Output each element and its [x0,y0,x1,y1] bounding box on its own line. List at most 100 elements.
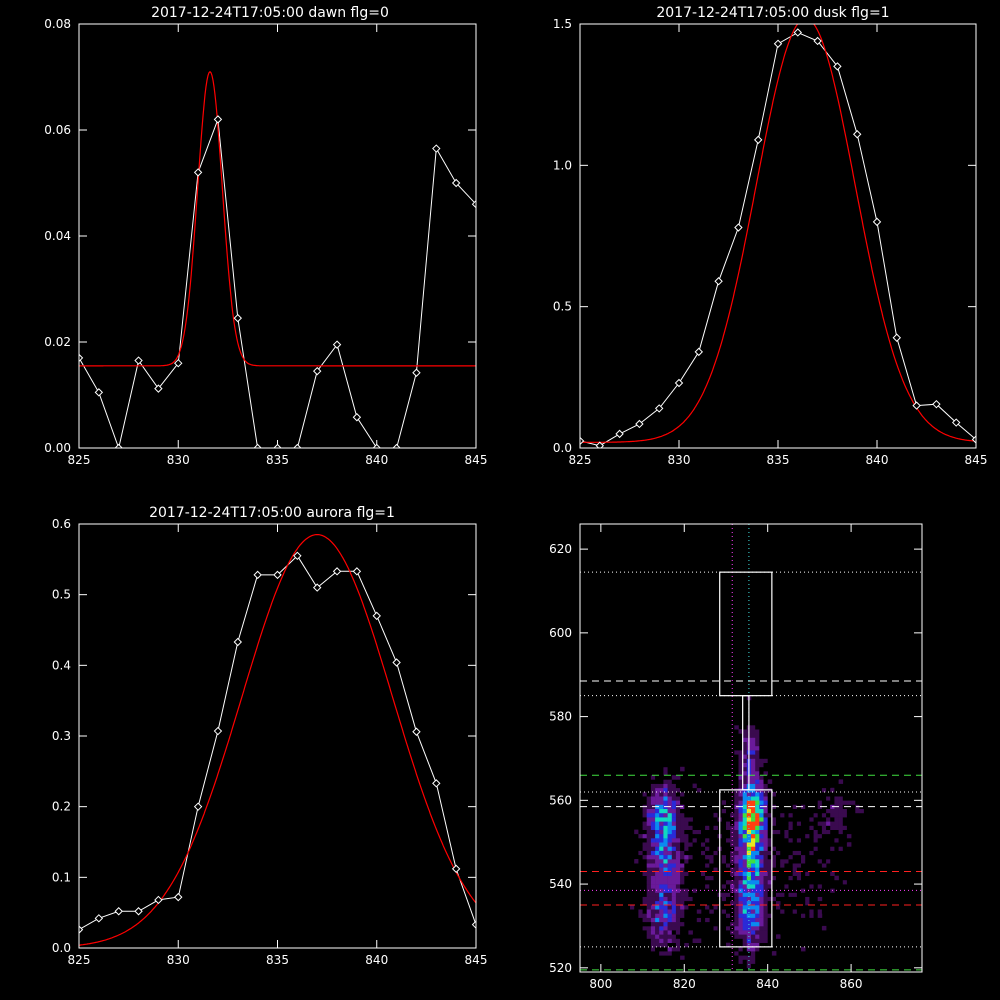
heatmap-cell [621,528,627,533]
heatmap-cell [792,875,798,881]
heatmap-cell [680,796,685,801]
heatmap-cell [730,632,735,638]
heatmap-cell [792,859,798,864]
heatmap-cell [684,921,689,927]
heatmap-cell [909,649,914,655]
heatmap-cell [780,909,785,914]
heatmap-cell [913,553,919,558]
heatmap-cell [763,762,768,768]
heatmap-cell [813,854,819,860]
heatmap-cell [855,532,860,537]
heatmap-cell [817,762,823,768]
heatmap-cell [821,925,827,931]
heatmap-cell [684,729,689,734]
heatmap-cell [592,758,597,763]
heatmap-cell [788,544,793,550]
heatmap-cell [613,905,618,910]
heatmap-cell [738,796,743,801]
heatmap-cell [701,879,706,885]
heatmap-cell [642,683,648,688]
heatmap-cell [675,850,681,856]
heatmap-cell [838,812,844,818]
heatmap-cell [872,687,877,692]
heatmap-cell [663,821,668,826]
heatmap-cell [684,725,689,730]
heatmap-cell [763,959,768,964]
heatmap-cell [663,934,668,939]
heatmap-cell [713,708,718,713]
heatmap-cell [655,741,660,747]
heatmap-cell [638,875,643,881]
heatmap-cell [675,632,681,638]
heatmap-cell [805,842,810,847]
heatmap-cell [684,540,689,546]
x-tick-label: 860 [840,977,863,991]
heatmap-cell [738,741,743,747]
heatmap-cell [659,812,664,818]
heatmap-cell [776,900,781,906]
heatmap-cell [863,729,869,734]
heatmap-cell [859,812,864,818]
heatmap-cell [792,687,798,692]
heatmap-cell [746,796,752,801]
heatmap-cell [759,628,764,634]
heatmap-cell [646,716,652,722]
heatmap-cell [767,804,773,809]
heatmap-cell [671,963,677,969]
heatmap-cell [809,917,814,923]
heatmap-cell [650,921,656,927]
heatmap-cell [859,729,864,734]
heatmap-cell [867,544,873,550]
heatmap-cell [830,850,835,856]
heatmap-cell [680,879,685,885]
heatmap-cell [830,787,835,793]
heatmap-cell [663,963,668,969]
heatmap-cell [580,620,585,625]
heatmap-cell [796,741,802,747]
heatmap-cell [830,741,835,747]
heatmap-cell [634,829,639,835]
heatmap-cell [809,905,814,910]
heatmap-cell [734,892,739,897]
heatmap-cell [913,599,919,604]
heatmap-cell [813,850,819,856]
heatmap-cell [638,909,643,914]
heatmap-cell [809,825,814,830]
heatmap-cell [584,561,589,567]
heatmap-cell [726,900,731,906]
heatmap-cell [621,888,627,893]
heatmap-cell [755,951,760,956]
heatmap-cell [646,620,652,625]
heatmap-cell [813,859,819,864]
heatmap-cell [675,662,681,667]
heatmap-cell [905,716,910,722]
heatmap-cell [625,905,631,910]
data-point-marker [273,443,282,448]
heatmap-cell [813,800,819,805]
heatmap-cell [759,879,764,885]
heatmap-cell [784,909,789,914]
heatmap-cell [801,733,806,738]
heatmap-cell [792,867,798,872]
heatmap-cell [609,766,614,772]
heatmap-cell [684,867,689,872]
heatmap-cell [759,842,764,847]
data-point-marker [79,353,84,363]
data-point-marker [134,907,143,916]
heatmap-cell [880,775,885,780]
heatmap-cell [780,817,785,822]
heatmap-cell [888,955,894,960]
heatmap-cell [830,900,835,906]
heatmap-cell [830,817,835,822]
heatmap-cell [851,792,856,797]
heatmap-cell [805,825,810,830]
heatmap-cell [909,812,914,818]
heatmap-cell [667,766,673,772]
heatmap-cell [663,871,668,876]
heatmap-cell [776,867,781,872]
heatmap-cell [805,762,810,768]
heatmap-cell [655,825,660,830]
heatmap-cell [759,720,764,726]
heatmap-cell [855,829,860,835]
heatmap-cell [742,863,748,868]
